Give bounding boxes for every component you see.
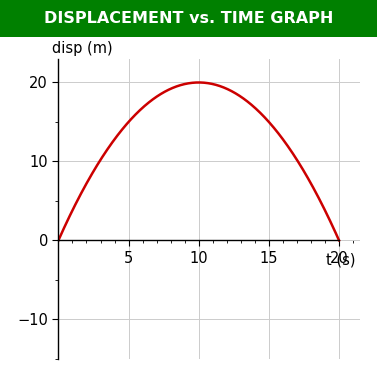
Text: DISPLACEMENT vs. TIME GRAPH: DISPLACEMENT vs. TIME GRAPH — [44, 11, 333, 26]
Text: disp (m): disp (m) — [52, 41, 113, 56]
Text: t (s): t (s) — [326, 252, 356, 267]
